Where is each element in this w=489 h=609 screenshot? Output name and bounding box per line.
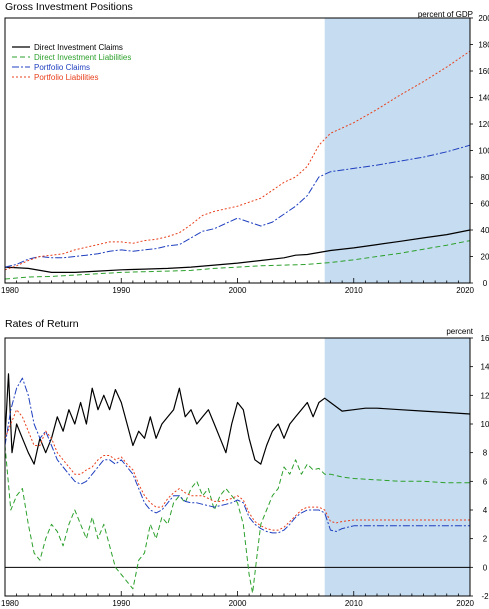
series-line-direct-investment-liabilities bbox=[4, 240, 471, 280]
x-tick-label: 1990 bbox=[112, 286, 130, 295]
y-tick-label: 10 bbox=[481, 420, 489, 429]
legend-item-label: Portfolio Liabilities bbox=[34, 73, 98, 82]
series-line-direct-investment-claims bbox=[4, 229, 471, 273]
x-tick-label: 2000 bbox=[229, 599, 247, 608]
y-tick-label: 180 bbox=[478, 41, 489, 50]
y-tick-label: 80 bbox=[481, 173, 489, 182]
chart-2-plot: 1980 1990 2000 2010 2020 -2 0 2 4 6 8 10 12 14 16 bbox=[1, 334, 489, 608]
x-tick-label: 2000 bbox=[229, 286, 247, 295]
y-tick-label: 6 bbox=[483, 477, 488, 486]
y-tick-label: 120 bbox=[478, 120, 489, 129]
legend-item-label: Direct Investment Claims bbox=[34, 43, 123, 52]
chart-2-ylabel: percent bbox=[446, 327, 473, 336]
chart-1-ylabel: percent of GDP bbox=[417, 10, 473, 19]
y-tick-label: 100 bbox=[478, 147, 489, 156]
y-tick-label: 20 bbox=[481, 253, 489, 262]
chart-2-title: Rates of Return bbox=[5, 318, 79, 330]
chart-1-plot: 1980 1990 2000 2010 2020 0 20 40 60 80 100 120 140 16… bbox=[1, 14, 489, 295]
y-tick-label: 0 bbox=[483, 279, 488, 288]
series-line-portfolio-liabilities bbox=[4, 50, 471, 271]
y-tick-label: -2 bbox=[481, 592, 489, 601]
y-tick-label: 40 bbox=[481, 226, 489, 235]
series-line-portfolio-claims bbox=[4, 144, 471, 268]
series-line-direct-investment-claims bbox=[4, 373, 471, 465]
y-tick-label: 8 bbox=[483, 449, 488, 458]
x-tick-label: 1980 bbox=[1, 599, 19, 608]
series-line-portfolio-liabilities bbox=[4, 409, 470, 531]
x-tick-label: 2020 bbox=[456, 599, 474, 608]
series-line-portfolio-claims bbox=[4, 377, 470, 534]
x-tick-label: 2020 bbox=[456, 286, 474, 295]
legend-item-label: Portfolio Claims bbox=[34, 63, 90, 72]
y-tick-label: 14 bbox=[481, 363, 489, 372]
y-tick-label: 0 bbox=[483, 563, 488, 572]
y-tick-label: 60 bbox=[481, 200, 489, 209]
y-tick-label: 160 bbox=[478, 67, 489, 76]
x-tick-label: 2010 bbox=[345, 286, 363, 295]
y-tick-label: 200 bbox=[478, 14, 489, 23]
y-tick-label: 12 bbox=[481, 391, 489, 400]
forecast-shaded-region bbox=[324, 338, 470, 596]
y-tick-label: 140 bbox=[478, 94, 489, 103]
chart-1-title: Gross Investment Positions bbox=[5, 1, 133, 13]
legend-item-label: Direct Investment Liabilities bbox=[34, 53, 131, 62]
x-tick-label: 2010 bbox=[345, 599, 363, 608]
y-tick-label: 2 bbox=[483, 535, 488, 544]
x-tick-label: 1990 bbox=[112, 599, 130, 608]
forecast-shaded-region bbox=[324, 18, 470, 283]
y-tick-label: 4 bbox=[483, 506, 488, 515]
y-tick-label: 16 bbox=[481, 334, 489, 343]
series-line-direct-investment-liabilities bbox=[4, 445, 470, 594]
x-tick-label: 1980 bbox=[1, 286, 19, 295]
